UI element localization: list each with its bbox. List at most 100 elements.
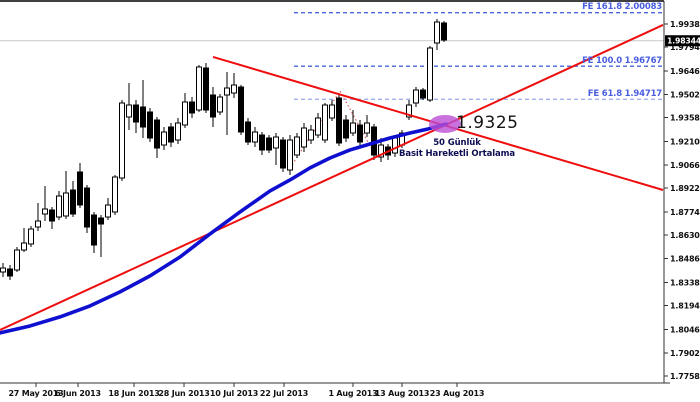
candle-body	[63, 192, 69, 217]
candle-body	[0, 267, 6, 273]
fib-extension-lines	[294, 11, 663, 100]
price-axis-label: 1.81940	[670, 302, 700, 311]
candle-body	[308, 129, 314, 141]
candle-body	[154, 119, 160, 149]
candle-body	[112, 176, 118, 213]
candle-body	[168, 126, 174, 143]
candle-body	[133, 104, 139, 123]
candle-body	[189, 101, 195, 114]
price-axis-label: 1.90660	[670, 161, 700, 170]
candle-body	[105, 204, 111, 218]
candle-body	[413, 89, 419, 104]
price-axis-labels: 1.99380 1.97940 1.96460 1.95020 1.93580 1.921…	[664, 20, 700, 381]
candle-body	[259, 134, 265, 151]
candle-body	[266, 137, 272, 151]
candle-body	[14, 249, 20, 271]
candle-body	[273, 136, 279, 149]
sma50-line	[0, 122, 448, 335]
candle-body	[21, 242, 27, 251]
candle-body	[294, 136, 300, 156]
date-axis-label: 6 Jun 2013	[55, 389, 101, 398]
price-axis-label: 1.92100	[670, 138, 700, 147]
candle-body	[238, 86, 244, 133]
candle-body	[161, 131, 167, 146]
candle-body	[252, 131, 258, 143]
candle-body	[434, 21, 440, 44]
candle-body	[406, 104, 412, 118]
candle-body	[350, 122, 356, 134]
candle-body	[301, 127, 307, 148]
candle-body	[147, 111, 153, 139]
candle-body	[84, 187, 90, 228]
candle-body	[126, 104, 132, 118]
candle-body	[119, 102, 125, 179]
price-axis-label: 1.96460	[670, 67, 700, 76]
candle-body	[35, 220, 41, 228]
date-axis-label: 13 Aug 2013	[375, 389, 429, 398]
crossing-price-label: 1.9325	[456, 113, 519, 133]
price-axis-label: 1.99380	[670, 20, 700, 29]
candle-body	[441, 22, 447, 41]
price-axis-label: 1.97940	[670, 43, 700, 52]
candle-body	[315, 117, 321, 136]
candle-body	[77, 171, 83, 206]
price-axis-label: 1.86300	[670, 231, 700, 240]
candle-body	[336, 97, 342, 144]
candle-body	[7, 268, 13, 277]
candle-body	[287, 139, 293, 171]
candle-body	[427, 47, 433, 101]
candle-body	[140, 106, 146, 128]
candle-body	[28, 228, 34, 245]
candle-body	[245, 121, 251, 143]
crossing-highlight-ellipse	[429, 114, 461, 133]
candle-body	[42, 208, 48, 215]
date-axis-label: 18 Jun 2013	[108, 389, 159, 398]
price-axis-label: 1.95020	[670, 90, 700, 99]
current-price-badge-bg	[665, 35, 700, 47]
price-axis-label: 1.79020	[670, 349, 700, 358]
fib-level-label-161-8: FE 161.8 2.00083	[582, 2, 662, 12]
candle-body	[329, 104, 335, 119]
candle-body	[357, 124, 363, 143]
candle-body	[210, 94, 216, 118]
candle-body	[182, 101, 188, 126]
candle-body	[70, 189, 76, 215]
current-price-badge: 1.98344	[665, 35, 700, 47]
fib-level-label-61-8: FE 61.8 1.94717	[587, 89, 662, 99]
candle-body	[364, 122, 370, 134]
candle-body	[203, 67, 209, 111]
date-axis-label: 27 May 2013	[8, 389, 63, 398]
candle-body	[378, 144, 384, 158]
date-axis-label: 10 Jul 2013	[210, 389, 258, 398]
candle-body	[224, 87, 230, 96]
date-axis-label: 28 Jun 2013	[158, 389, 209, 398]
fib-level-label-100-0: FE 100.0 1.96767	[582, 56, 662, 66]
candle-body	[56, 195, 62, 218]
candle-body	[217, 96, 223, 113]
ma-caption-line2: Basit Hareketli Ortalama	[398, 149, 516, 159]
price-axis-label: 1.89220	[670, 184, 700, 193]
candle-body	[343, 119, 349, 139]
candle-body	[322, 104, 328, 141]
price-axis-label: 1.80460	[670, 326, 700, 335]
candle-body	[91, 214, 97, 246]
date-axis-label: 1 Aug 2013	[328, 389, 377, 398]
ma-caption-line1: 50 Günlük	[433, 138, 481, 148]
trendline-ascending-support	[0, 24, 664, 331]
candle-body	[98, 217, 104, 225]
price-axis-label: 1.87740	[670, 208, 700, 217]
date-axis-label: 23 Aug 2013	[430, 389, 484, 398]
date-axis-label: 22 Jul 2013	[260, 389, 308, 398]
price-axis-label: 1.83380	[670, 278, 700, 287]
candle-body	[231, 84, 237, 94]
candle-body	[196, 66, 202, 111]
candle-body	[280, 139, 286, 169]
candle-body	[175, 122, 181, 141]
candle-body	[420, 89, 426, 99]
current-price-badge-text: 1.98344	[667, 37, 700, 46]
candle-body	[49, 209, 55, 222]
price-axis-label: 1.84860	[670, 254, 700, 263]
